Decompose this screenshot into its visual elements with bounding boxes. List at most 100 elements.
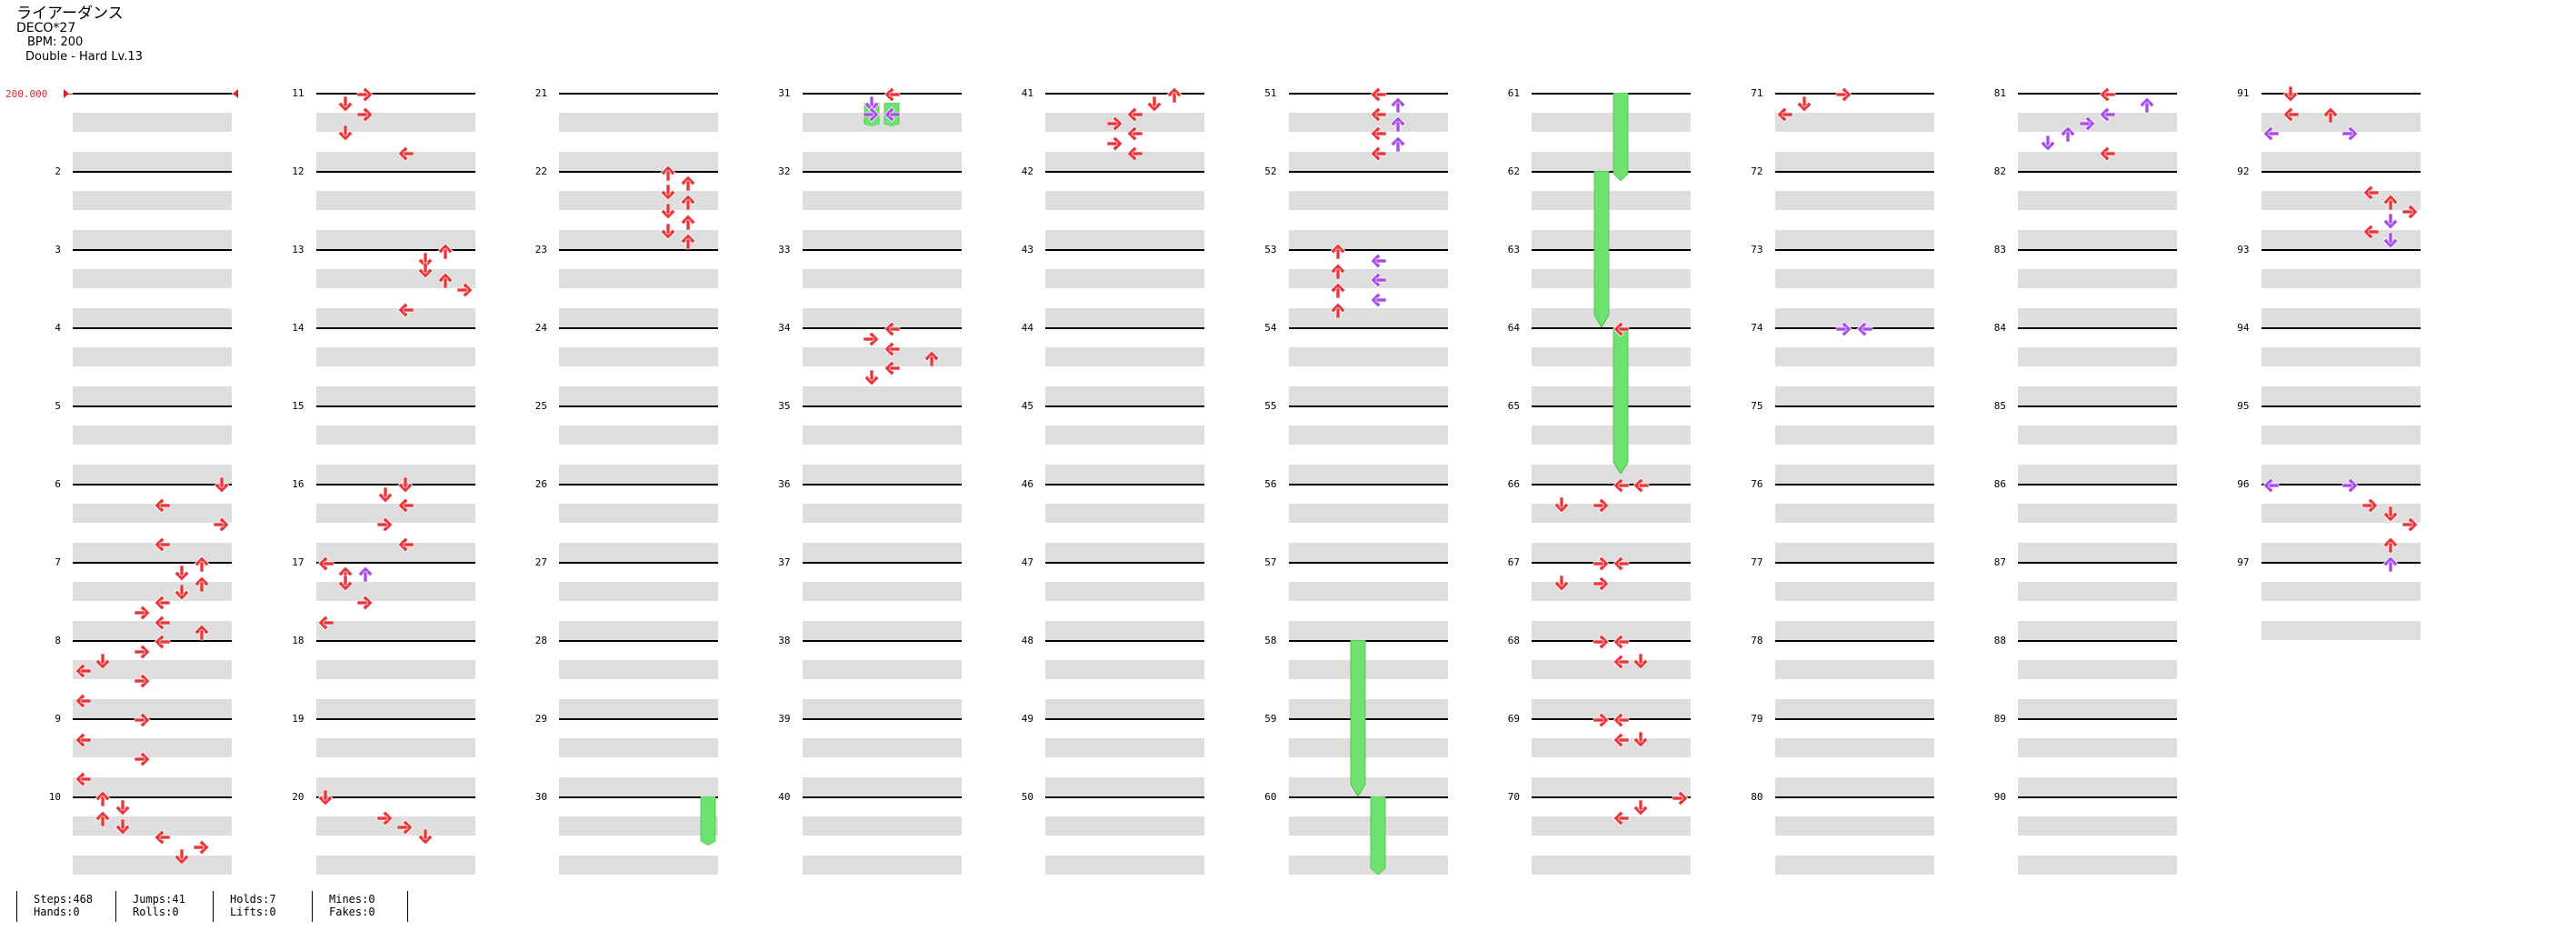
measure-bar-line — [1532, 405, 1691, 407]
beat-band — [315, 659, 475, 679]
arrow-left-icon — [395, 144, 415, 164]
arrow-left-icon — [152, 535, 172, 555]
stat-holds: Holds:7 — [230, 893, 276, 906]
arrow-left-icon — [1368, 290, 1388, 310]
beat-band — [1288, 425, 1448, 445]
measure-bar-line — [802, 405, 962, 407]
beat-band — [803, 484, 962, 504]
beat-band — [1045, 542, 1204, 562]
beat-band — [1045, 737, 1204, 757]
beat-band — [315, 346, 475, 366]
beat-band — [73, 171, 232, 191]
beat-band — [1532, 132, 1691, 152]
beat-band — [315, 855, 475, 875]
beat-band — [559, 581, 718, 601]
beat-band — [2018, 640, 2177, 660]
measure-bar-line — [2018, 640, 2177, 642]
beat-band — [559, 542, 718, 562]
beat-band — [315, 737, 475, 757]
stat-column-holds: Holds:7 Lifts:0 — [213, 891, 276, 922]
arrow-down-icon — [415, 827, 435, 847]
measure-bar-line — [1288, 562, 1448, 564]
song-difficulty: Double - Hard Lv.13 — [25, 49, 143, 64]
beat-band — [315, 268, 475, 288]
beat-band — [1289, 327, 1448, 347]
beat-band — [2018, 112, 2177, 132]
measure: 62 — [1508, 165, 1691, 249]
measure: 30 — [535, 791, 718, 875]
measure-bar-line — [1532, 327, 1691, 329]
measure-bar-line — [1774, 484, 1934, 486]
arrow-right-icon — [355, 105, 375, 125]
arrow-down-icon — [415, 261, 435, 281]
beat-band — [1775, 366, 1934, 386]
bpm-left-tick-icon — [64, 89, 69, 98]
beat-band — [1045, 757, 1204, 777]
measure-bar-line — [315, 249, 475, 251]
beat-band — [2018, 796, 2177, 816]
beat-band — [1288, 503, 1448, 523]
arrow-left-icon — [152, 632, 172, 652]
arrow-down-icon — [2381, 505, 2401, 525]
beat-band — [1774, 776, 1934, 796]
arrow-up-icon — [2137, 95, 2157, 115]
beat-band — [1532, 679, 1691, 699]
beat-band — [73, 151, 232, 171]
measure-bar-line — [1532, 562, 1691, 564]
measure-bar-line — [73, 327, 232, 329]
arrow-left-icon — [73, 691, 93, 711]
bpm-change-label: 200.000 — [5, 88, 48, 100]
beat-band — [2261, 190, 2421, 210]
beat-band — [559, 855, 718, 875]
beat-band — [559, 307, 718, 327]
measure: 34 — [778, 322, 962, 405]
beat-band — [559, 112, 718, 132]
arrow-right-icon — [2341, 476, 2361, 496]
beat-band — [1045, 523, 1204, 543]
beat-band — [1775, 718, 1934, 738]
arrow-right-icon — [1592, 574, 1612, 594]
arrow-down-icon — [1552, 574, 1572, 594]
song-artist: DECO*27 — [16, 20, 76, 35]
beat-band — [73, 503, 232, 523]
beat-band — [2261, 405, 2421, 425]
beat-band — [803, 171, 962, 191]
beat-band — [1045, 249, 1204, 269]
measure-bar-line — [1045, 484, 1204, 486]
arrow-up-icon — [678, 212, 698, 232]
arrow-down-icon — [1631, 730, 1651, 750]
beat-band — [559, 679, 718, 699]
measure: 17 — [292, 556, 475, 640]
beat-band — [2261, 601, 2421, 621]
measure: 75 — [1751, 400, 1934, 484]
beat-band — [1775, 796, 1934, 816]
beat-band — [1532, 190, 1691, 210]
beat-band — [2018, 679, 2177, 699]
beat-band — [1532, 816, 1691, 836]
measure: 83 — [1994, 244, 2177, 327]
measure-bar-line — [1532, 171, 1691, 173]
beat-band — [2261, 445, 2421, 465]
arrow-left-icon — [2361, 183, 2381, 203]
measure-bar-line — [1045, 405, 1204, 407]
beat-band — [1774, 816, 1934, 836]
measure-bar-line — [73, 484, 232, 486]
measure: 53 — [1264, 244, 1448, 327]
measure-bar-line — [1532, 640, 1691, 642]
measure: 84 — [1994, 322, 2177, 405]
beat-band — [73, 132, 232, 152]
arrow-right-icon — [1834, 319, 1854, 339]
beat-band — [2018, 776, 2177, 796]
measure: 58 — [1264, 635, 1448, 718]
arrow-left-icon — [1611, 730, 1631, 750]
song-bpm: BPM: 200 — [27, 35, 84, 49]
measure-bar-line — [1532, 93, 1691, 95]
beat-band — [73, 620, 232, 640]
beat-band — [2018, 268, 2177, 288]
beat-band — [559, 718, 718, 738]
beat-band — [2018, 366, 2177, 386]
measure-bar-line — [1774, 718, 1934, 720]
measure: 59 — [1264, 713, 1448, 796]
measure: 91 — [2237, 87, 2421, 171]
beat-band — [1532, 659, 1691, 679]
